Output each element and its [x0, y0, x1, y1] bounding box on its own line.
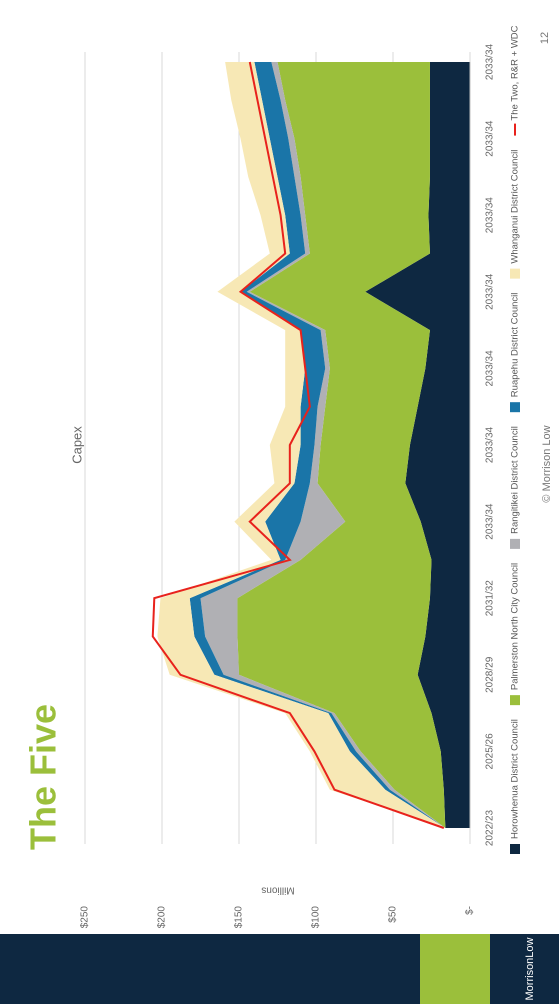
- line: [151, 61, 445, 829]
- x-tick-label: 2022/23: [485, 809, 496, 846]
- page-number: 12: [539, 32, 551, 44]
- x-tick-label: 2033/34: [485, 273, 496, 310]
- x-tick-label: 2033/34: [485, 197, 496, 234]
- sidebar-top: [0, 934, 420, 1004]
- legend-marker: [510, 402, 520, 413]
- x-tick-label: 2033/34: [485, 350, 496, 387]
- y-tick-label: $-: [465, 906, 476, 915]
- x-tick-label: 2033/34: [485, 120, 496, 157]
- legend-label: Ruapehu District Council: [510, 293, 521, 398]
- y-tick-label: $100: [311, 906, 322, 929]
- area: [365, 62, 470, 828]
- legend-marker: [510, 844, 520, 854]
- y-tick-label: $200: [157, 906, 168, 929]
- legend-label: Palmerston North City Council: [510, 563, 521, 690]
- sidebar-accent: [420, 934, 490, 1004]
- legend-label: The Two, R&R + WDC: [510, 25, 521, 120]
- x-tick-label: 2028/29: [485, 656, 496, 693]
- x-tick-label: 2033/34: [485, 43, 496, 80]
- y-tick-label: $150: [234, 906, 245, 929]
- chart-title: Capex: [69, 426, 84, 464]
- legend-marker: [510, 538, 520, 549]
- y-tick-label: $50: [388, 906, 399, 923]
- y-axis-label: Millions: [261, 884, 294, 895]
- logo: MorrisonLow: [524, 937, 536, 1000]
- legend-marker: [510, 695, 520, 706]
- area: [237, 62, 446, 828]
- y-tick-label: $250: [80, 906, 91, 929]
- slide-title: The Five: [23, 704, 64, 850]
- x-tick-label: 2033/34: [485, 503, 496, 540]
- footer: © Morrison Low: [541, 425, 553, 502]
- x-tick-label: 2031/32: [485, 580, 496, 617]
- legend-marker: [510, 268, 520, 279]
- legend-label: Horowhenua District Council: [510, 719, 521, 839]
- legend-label: Rangitikei District Council: [510, 426, 521, 534]
- x-tick-label: 2033/34: [485, 426, 496, 463]
- x-tick-label: 2025/26: [485, 733, 496, 770]
- legend-label: Whanganui District Council: [510, 150, 521, 264]
- sidebar-logo: [490, 934, 559, 1004]
